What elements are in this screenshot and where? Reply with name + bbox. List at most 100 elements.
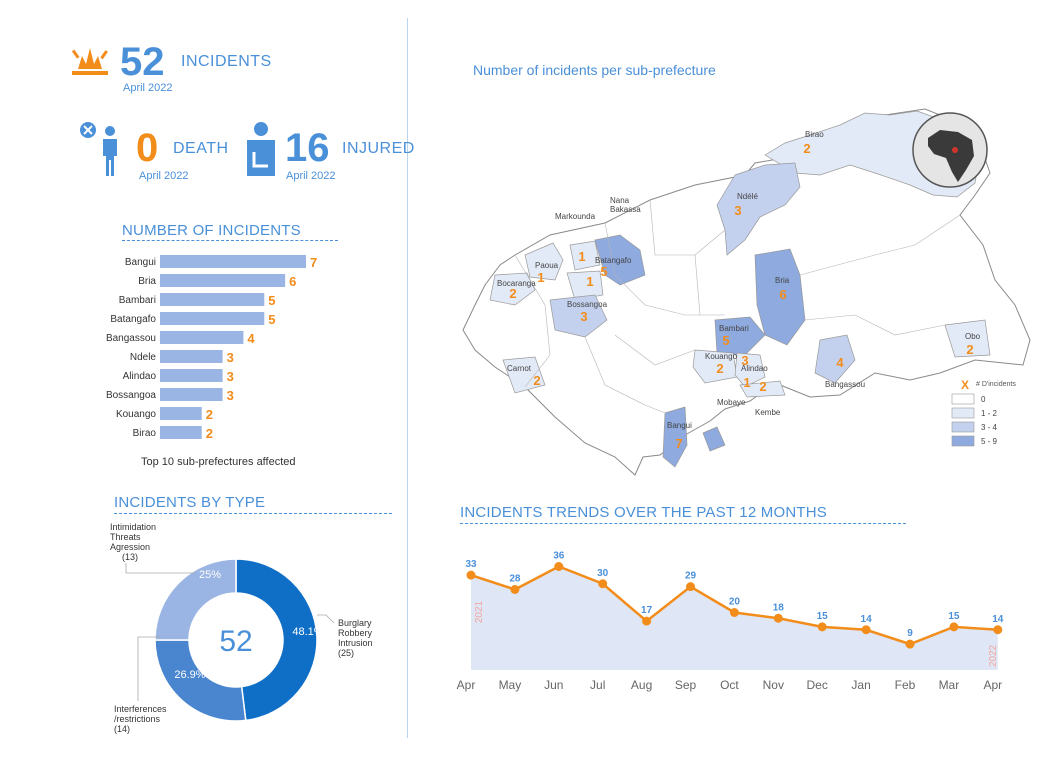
- data-point: [554, 562, 564, 571]
- map-value-label: 5: [722, 333, 729, 348]
- bar-value-label: 3: [227, 350, 234, 365]
- year-label-start: 2021: [474, 600, 485, 623]
- map-place-label: Bocaranga: [497, 279, 536, 288]
- map-place-label: Obo: [965, 332, 981, 341]
- death-label: DEATH: [173, 140, 229, 157]
- bar-value-label: 3: [227, 369, 234, 384]
- bar-value-label: 4: [247, 331, 255, 346]
- region-nana-bakassa: [566, 270, 604, 301]
- donut-percent-label: 26.9%: [174, 669, 205, 681]
- label-interference: Interferences /restrictions (14): [114, 704, 167, 734]
- donut-slice: [235, 558, 318, 722]
- map-value-label: 2: [759, 379, 766, 394]
- map-place-label: Bangui: [667, 421, 692, 430]
- map-place-label: Kouango: [705, 352, 738, 361]
- legend-swatch: [951, 407, 975, 419]
- region-batangafo: [594, 234, 646, 286]
- map-title: Number of incidents per sub-prefecture: [473, 62, 716, 78]
- x-tick-label: Dec: [807, 678, 828, 692]
- legend-swatch: [951, 435, 975, 447]
- donut-percent-label: 48.1%: [292, 626, 323, 638]
- donut-slice: [154, 558, 237, 641]
- bar: [160, 407, 202, 420]
- data-value-label: 36: [553, 551, 565, 562]
- x-tick-label: Sep: [675, 678, 697, 692]
- legend-title: # D'incidents: [976, 381, 1016, 388]
- map-place-label: Carnot: [507, 364, 532, 373]
- explosion-icon: [72, 48, 108, 75]
- injured-person-icon: [247, 122, 275, 176]
- data-point: [817, 622, 827, 632]
- map-value-label: 2: [509, 286, 516, 301]
- map-value-label: 1: [743, 375, 750, 390]
- bar: [160, 331, 244, 344]
- map-value-label: 3: [734, 203, 741, 218]
- region-bangui: [662, 406, 688, 468]
- map-place-label: Bangassou: [825, 380, 865, 389]
- bar-category-label: Ndele: [130, 352, 157, 363]
- region-bocaranga: [489, 272, 536, 306]
- bar-chart: Bangui 7 Bria 6 Bambari 5 Batangafo 5 Bangassou 4…: [106, 255, 317, 441]
- data-point: [993, 625, 1003, 635]
- globe-inset: [912, 112, 988, 188]
- injured-label: INJURED: [342, 140, 415, 157]
- data-point: [773, 613, 783, 623]
- donut-slice: [154, 639, 247, 722]
- map-value-label: 2: [533, 373, 540, 388]
- bar-value-label: 3: [227, 388, 234, 403]
- map-place-label: Alindao: [741, 364, 768, 373]
- label-burglary: Burglary Robbery Intrusion (25): [338, 618, 373, 658]
- bar-value-label: 2: [206, 426, 213, 441]
- legend-swatch: [951, 393, 975, 405]
- legend-label: 3 - 4: [981, 423, 998, 432]
- bar-value-label: 5: [268, 293, 275, 308]
- map-labels: Birao2Ndélé3MarkoundaNanaBakassaPaoua1Ba…: [497, 130, 981, 451]
- data-value-label: 14: [992, 614, 1004, 625]
- map-value-label: 1: [578, 249, 585, 264]
- data-point: [686, 582, 695, 592]
- data-point: [510, 585, 520, 594]
- bar-category-label: Bria: [138, 276, 156, 287]
- map-value-label: 2: [716, 361, 723, 376]
- leader-line: [137, 636, 160, 701]
- incidents-count: 52: [120, 40, 165, 84]
- data-value-label: 14: [861, 614, 873, 625]
- bar-value-label: 5: [268, 312, 275, 327]
- map-place-label: Bakassa: [610, 205, 641, 214]
- bar: [160, 426, 202, 439]
- donut-percent-label: 25%: [199, 569, 221, 581]
- legend-label: 1 - 2: [981, 409, 998, 418]
- bar-category-label: Bangassou: [106, 333, 156, 344]
- data-value-label: 9: [907, 628, 913, 639]
- bar-category-label: Birao: [133, 428, 157, 439]
- map-place-label: Batangafo: [595, 256, 632, 265]
- bar-chart-caption: Top 10 sub-prefectures affected: [141, 456, 296, 468]
- data-value-label: 18: [773, 602, 785, 613]
- data-point: [905, 639, 915, 649]
- leader-line: [125, 563, 195, 574]
- bar-value-label: 6: [289, 274, 296, 289]
- region-bria: [754, 248, 806, 346]
- data-value-label: 20: [729, 597, 741, 608]
- bar-category-label: Kouango: [116, 409, 156, 420]
- x-tick-label: Apr: [457, 678, 476, 692]
- data-value-label: 30: [597, 568, 609, 579]
- line-chart-title: INCIDENTS TRENDS OVER THE PAST 12 MONTHS: [460, 504, 906, 524]
- bar: [160, 255, 306, 268]
- legend-swatch: [951, 421, 975, 433]
- x-tick-label: Feb: [895, 678, 916, 692]
- bar-category-label: Alindao: [123, 371, 157, 382]
- data-point: [642, 616, 652, 626]
- map-place-label: Kembe: [755, 408, 781, 417]
- map-value-label: 3: [741, 353, 748, 368]
- data-value-label: 33: [465, 559, 477, 570]
- x-tick-label: Aug: [631, 678, 652, 692]
- region-bangui-east: [702, 426, 726, 452]
- x-tick-label: Mar: [939, 678, 960, 692]
- region-bambari: [714, 316, 766, 356]
- death-count: 0: [136, 126, 159, 170]
- legend-swatches: 0 1 - 2 3 - 4 5 - 9: [951, 393, 998, 447]
- data-value-label: 29: [685, 571, 697, 582]
- map-value-label: 4: [836, 355, 844, 370]
- data-value-label: 28: [509, 574, 521, 585]
